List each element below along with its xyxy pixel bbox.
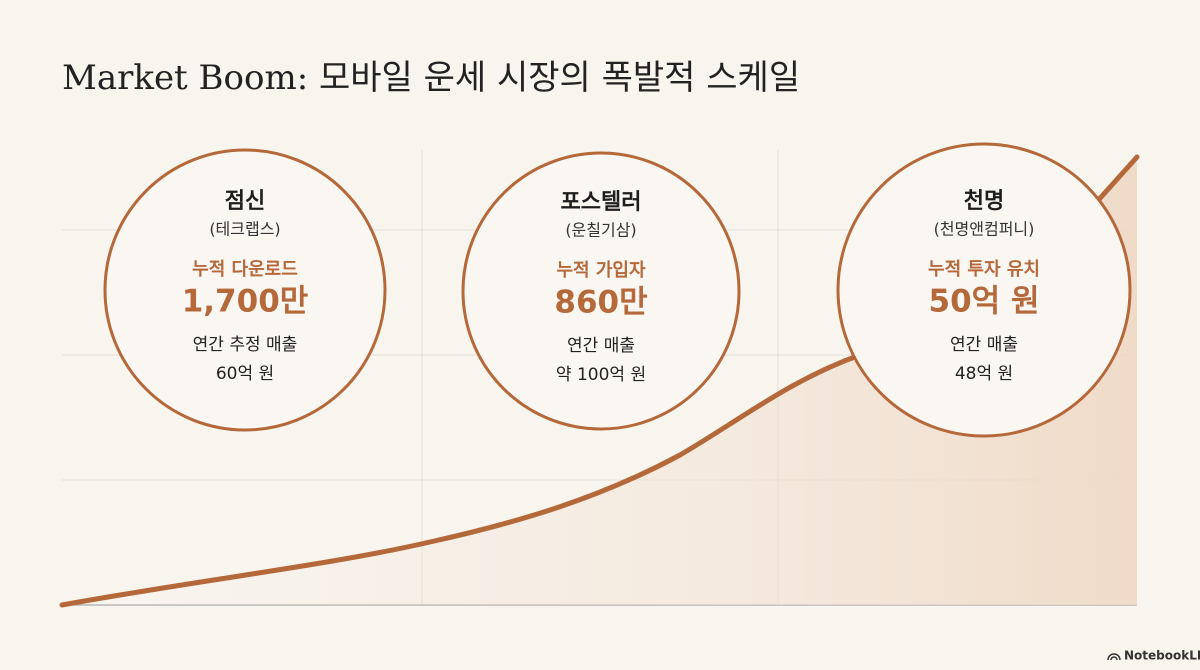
- card-name: 천명: [964, 189, 1004, 214]
- card-company: (테크랩스): [209, 220, 280, 239]
- card-circle: [836, 142, 1132, 438]
- card-name: 점신: [225, 189, 265, 214]
- sub-value: 60억 원: [216, 364, 274, 384]
- sub-label: 연간 추정 매출: [193, 335, 298, 355]
- card: 천명 (천명앤컴퍼니) 누적 투자 유치 50억 원연간 매출 48억 원: [836, 142, 1132, 438]
- brand: NotebookLM: [1124, 649, 1200, 663]
- metric-value: 1,700만: [182, 284, 309, 320]
- footer: NotebookLM: [1107, 649, 1200, 663]
- sub-value: 약 100억 원: [556, 365, 646, 385]
- metric-value: 860만: [554, 285, 647, 321]
- growth-area: [62, 157, 1137, 605]
- card-name: 포스텔러: [561, 190, 642, 215]
- metric-value: 50억 원: [929, 284, 1040, 320]
- metric-label: 누적 다운로드: [192, 259, 298, 280]
- metric-label: 누적 투자 유치: [928, 259, 1040, 280]
- card-company: (운칠기삼): [565, 221, 636, 240]
- card-company: (천명앤컴퍼니): [934, 220, 1035, 239]
- brand-icon: [1107, 653, 1121, 661]
- metric-label: 누적 가입자: [556, 259, 646, 281]
- card-circle: [103, 148, 387, 432]
- sub-label: 연간 매출: [950, 335, 1018, 355]
- slide-title: Market Boom: 모바일 운세 시장의 폭발적 스케일: [62, 58, 800, 98]
- growth-curve: [59, 154, 1140, 608]
- card-circle: [461, 151, 741, 431]
- sub-value: 48억 원: [955, 364, 1013, 384]
- sub-label: 연간 매출: [567, 336, 635, 356]
